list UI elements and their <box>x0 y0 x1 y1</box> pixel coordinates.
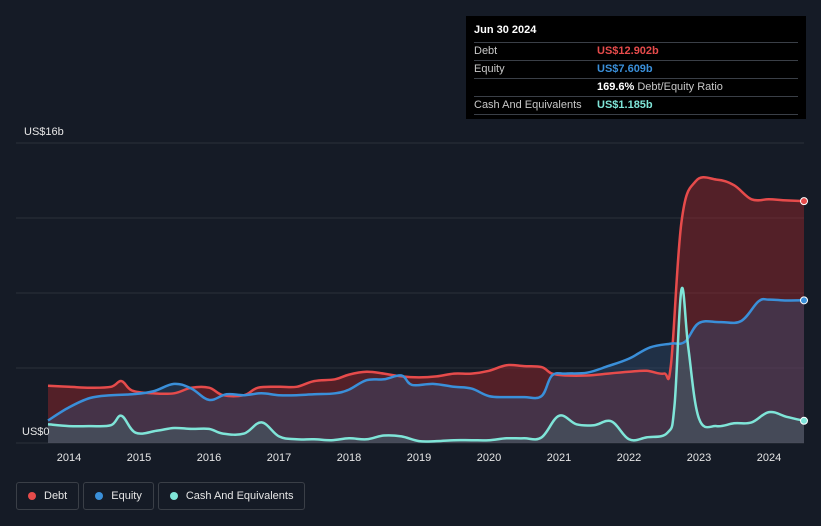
tooltip-ratio-number: 169.6% <box>597 81 635 93</box>
equity-dot-icon <box>95 492 104 500</box>
tooltip-date: Jun 30 2024 <box>474 16 798 43</box>
cash-end-point <box>800 416 808 425</box>
tooltip-equity-label: Equity <box>474 63 505 75</box>
legend-item-debt[interactable]: Debt <box>16 482 80 510</box>
debt-area <box>48 177 804 443</box>
tooltip-panel: Jun 30 2024 Debt US$12.902b Equity US$7.… <box>466 16 806 119</box>
equity-area <box>48 299 804 443</box>
x-tick-label: 2018 <box>337 452 361 464</box>
tooltip-cash-label: Cash And Equivalents <box>474 99 582 111</box>
legend-label-cash: Cash And Equivalents <box>185 490 294 502</box>
equity-line <box>47 297 805 422</box>
equity-end-point <box>800 296 808 305</box>
tooltip-row-debt: Debt US$12.902b <box>474 43 798 61</box>
x-tick-label: 2020 <box>477 452 501 464</box>
x-tick-label: 2019 <box>407 452 431 464</box>
tooltip-row-cash: Cash And Equivalents US$1.185b <box>474 97 798 115</box>
series-end-points <box>800 197 808 425</box>
grid-lines <box>16 142 804 444</box>
x-tick-label: 2016 <box>197 452 221 464</box>
x-tick-label: 2024 <box>757 452 781 464</box>
cash-area <box>48 287 804 443</box>
tooltip-ratio-label: Debt/Equity Ratio <box>637 81 723 93</box>
tooltip-cash-value: US$1.185b <box>597 99 653 111</box>
tooltip-ratio-value: 169.6% Debt/Equity Ratio <box>597 79 723 96</box>
x-tick-label: 2023 <box>687 452 711 464</box>
series-lines <box>47 176 805 443</box>
legend-label-debt: Debt <box>44 490 68 502</box>
debt-line <box>47 176 805 398</box>
tooltip-row-equity: Equity US$7.609b <box>474 61 798 79</box>
series-areas <box>48 177 804 443</box>
x-tick-label: 2014 <box>57 452 81 464</box>
tooltip-row-ratio: 169.6% Debt/Equity Ratio <box>474 79 798 97</box>
legend-item-cash[interactable]: Cash And Equivalents <box>157 482 306 510</box>
tooltip-debt-label: Debt <box>474 45 498 57</box>
y-axis-bottom-label: US$0 <box>22 426 50 438</box>
x-axis-ticks: 2014 2015 2016 2017 2018 2019 2020 2021 2022 2023… <box>57 452 781 464</box>
legend-label-equity: Equity <box>111 490 142 502</box>
legend-item-equity[interactable]: Equity <box>83 482 154 510</box>
debt-dot-icon <box>28 492 36 500</box>
x-tick-label: 2022 <box>617 452 641 464</box>
x-tick-label: 2021 <box>547 452 571 464</box>
debt-end-point <box>800 197 808 206</box>
cash-dot-icon <box>169 492 178 500</box>
y-axis-top-label: US$16b <box>24 126 64 138</box>
tooltip-debt-value: US$12.902b <box>597 45 659 57</box>
tooltip-equity-value: US$7.609b <box>597 63 653 75</box>
x-tick-label: 2017 <box>267 452 291 464</box>
x-tick-label: 2015 <box>127 452 151 464</box>
legend: Debt Equity Cash And Equivalents <box>16 482 306 510</box>
cash-line <box>47 286 805 443</box>
